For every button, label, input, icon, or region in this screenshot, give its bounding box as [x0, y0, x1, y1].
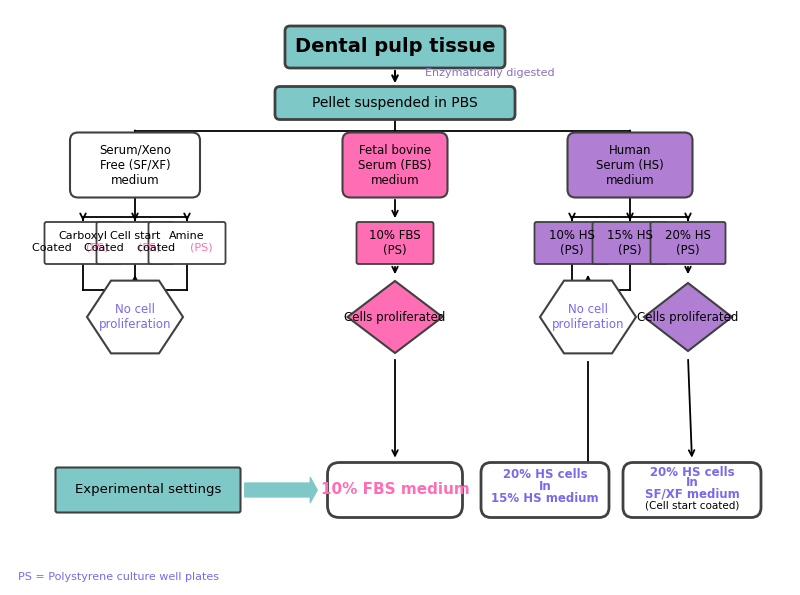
Text: 15% HS medium: 15% HS medium — [491, 493, 599, 506]
Text: Carboxyl: Carboxyl — [58, 231, 107, 241]
Text: (Cell start coated): (Cell start coated) — [645, 501, 739, 511]
FancyBboxPatch shape — [97, 222, 174, 264]
FancyBboxPatch shape — [149, 222, 226, 264]
FancyBboxPatch shape — [357, 222, 434, 264]
FancyBboxPatch shape — [534, 222, 610, 264]
Text: Amine: Amine — [169, 231, 205, 241]
Text: Fetal bovine
Serum (FBS)
medium: Fetal bovine Serum (FBS) medium — [358, 143, 432, 186]
FancyBboxPatch shape — [327, 462, 462, 518]
Text: (PS): (PS) — [86, 243, 108, 253]
Text: 10% FBS
(PS): 10% FBS (PS) — [369, 229, 421, 257]
Text: No cell
proliferation: No cell proliferation — [98, 303, 171, 331]
Polygon shape — [347, 281, 442, 353]
Text: Coated: Coated — [32, 243, 75, 253]
Text: Coated: Coated — [84, 243, 127, 253]
Text: (PS): (PS) — [138, 243, 160, 253]
Text: No cell
proliferation: No cell proliferation — [552, 303, 624, 331]
FancyBboxPatch shape — [275, 86, 515, 120]
FancyBboxPatch shape — [481, 462, 609, 518]
Text: Pellet suspended in PBS: Pellet suspended in PBS — [312, 96, 478, 110]
Text: Dental pulp tissue: Dental pulp tissue — [294, 37, 495, 57]
FancyBboxPatch shape — [650, 222, 726, 264]
Text: In: In — [686, 477, 698, 490]
Text: Human
Serum (HS)
medium: Human Serum (HS) medium — [596, 143, 664, 186]
Text: In: In — [538, 480, 551, 493]
Text: 10% FBS medium: 10% FBS medium — [321, 483, 470, 497]
FancyBboxPatch shape — [342, 133, 447, 198]
Text: SF/XF medium: SF/XF medium — [645, 487, 739, 500]
Text: Cells proliferated: Cells proliferated — [344, 311, 446, 324]
Text: Serum/Xeno
Free (SF/XF)
medium: Serum/Xeno Free (SF/XF) medium — [99, 143, 171, 186]
Text: 20% HS cells: 20% HS cells — [502, 468, 587, 481]
Text: PS = Polystyrene culture well plates: PS = Polystyrene culture well plates — [18, 572, 219, 582]
FancyBboxPatch shape — [567, 133, 693, 198]
Text: Enzymatically digested: Enzymatically digested — [425, 68, 554, 78]
Text: 20% HS
(PS): 20% HS (PS) — [665, 229, 711, 257]
FancyBboxPatch shape — [45, 222, 122, 264]
FancyBboxPatch shape — [593, 222, 667, 264]
FancyBboxPatch shape — [55, 468, 241, 512]
FancyBboxPatch shape — [623, 462, 761, 518]
Text: 15% HS
(PS): 15% HS (PS) — [607, 229, 653, 257]
Polygon shape — [644, 283, 732, 351]
Text: Experimental settings: Experimental settings — [75, 484, 221, 496]
Polygon shape — [540, 281, 636, 353]
Text: Cell start: Cell start — [110, 231, 160, 241]
FancyBboxPatch shape — [285, 26, 505, 68]
Text: 20% HS cells: 20% HS cells — [650, 465, 734, 478]
Text: coated: coated — [138, 243, 179, 253]
FancyBboxPatch shape — [70, 133, 200, 198]
Text: Cells proliferated: Cells proliferated — [638, 311, 738, 324]
Polygon shape — [87, 281, 183, 353]
Text: 10% HS
(PS): 10% HS (PS) — [549, 229, 595, 257]
Text: (PS): (PS) — [190, 243, 212, 253]
